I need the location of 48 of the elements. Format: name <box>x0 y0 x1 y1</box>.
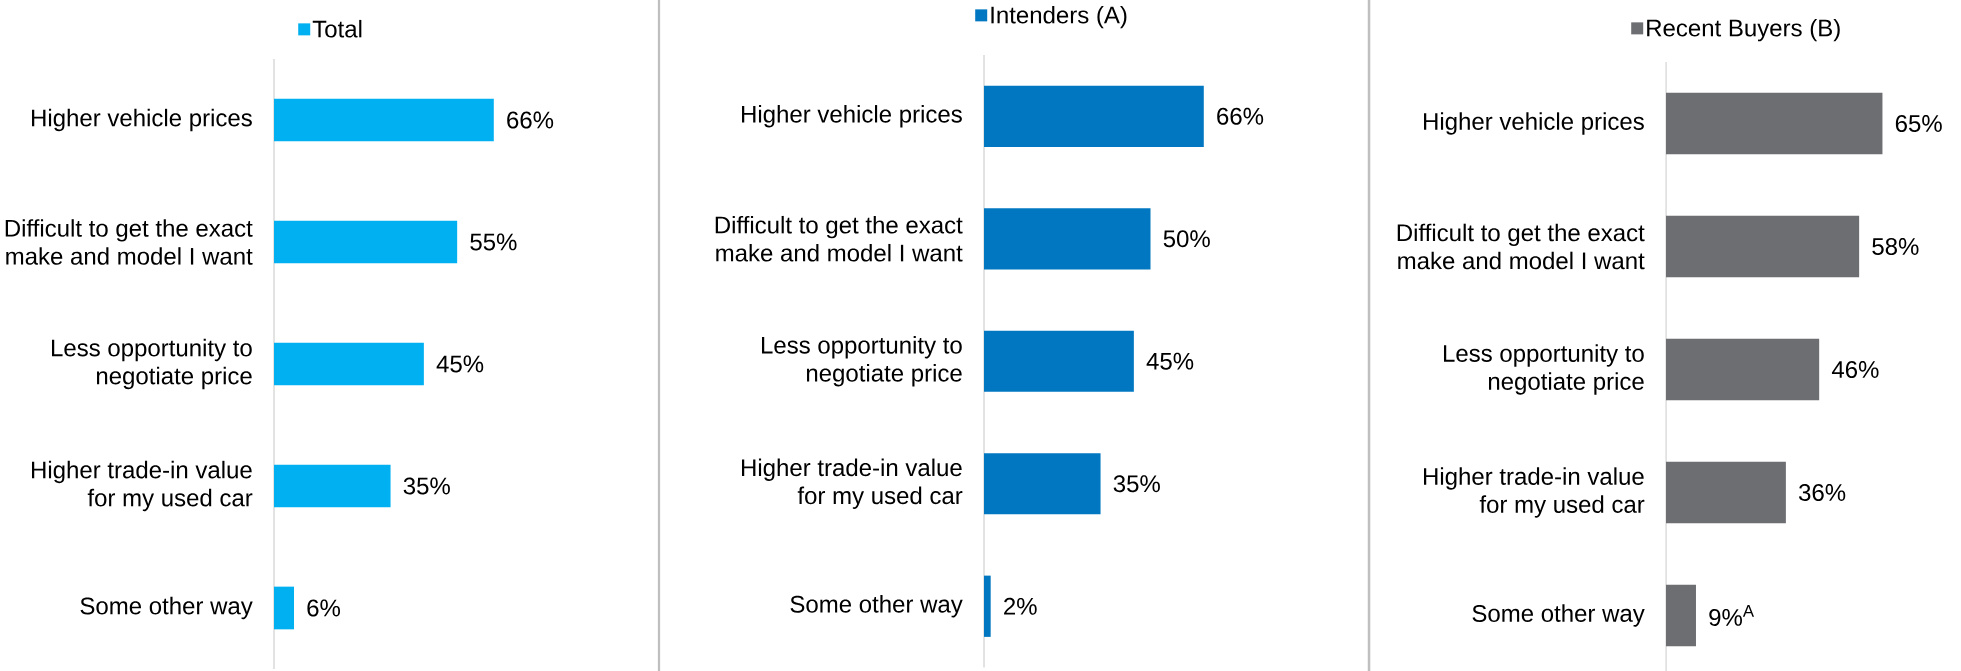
data-label: 65% <box>1895 115 1942 132</box>
bar <box>274 98 494 142</box>
bar <box>1666 461 1786 524</box>
y-tick-label: Some other way <box>1472 604 1645 627</box>
bar <box>274 220 458 264</box>
data-label: 58% <box>1872 238 1919 255</box>
bar <box>1666 338 1820 401</box>
y-tick-label: Difficult to get the exact make and model I want <box>5 219 253 265</box>
y-tick-label: Less opportunity to negotiate price <box>761 336 962 387</box>
y-tick-label: Some other way <box>790 595 963 618</box>
data-label: 50% <box>1163 230 1210 248</box>
legend-label: Intenders (A) <box>991 5 1127 29</box>
data-label: 46% <box>1831 361 1879 378</box>
bar <box>274 464 391 508</box>
data-label: 45% <box>436 355 484 373</box>
bar <box>1666 92 1883 155</box>
bar <box>984 575 991 637</box>
data-label: 2% <box>1004 597 1037 615</box>
y-tick-label: Less opportunity to negotiate price <box>52 338 252 390</box>
data-label: 66% <box>507 111 554 129</box>
y-tick-label: Higher trade-in value for my used car <box>1424 467 1645 518</box>
data-label: 6% <box>307 599 341 617</box>
y-tick-label: Higher trade-in value for my used car <box>742 458 963 509</box>
y-tick-label: Difficult to get the exact make and model I want <box>1397 223 1645 270</box>
y-tick-label: Higher vehicle prices <box>1424 112 1644 135</box>
y-tick-label: Higher vehicle prices <box>32 108 252 132</box>
legend-label: Total <box>312 19 362 38</box>
bar <box>984 208 1151 270</box>
y-tick-label: Difficult to get the exact make and model I want <box>715 215 963 262</box>
data-label: 35% <box>403 477 450 495</box>
bar <box>984 330 1134 392</box>
data-label: 45% <box>1146 352 1194 370</box>
legend-label: Recent Buyers (B) <box>1647 18 1840 42</box>
y-tick-label: Higher trade-in value for my used car <box>32 460 253 512</box>
bar <box>1666 215 1860 278</box>
y-tick-label: Some other way <box>80 596 253 620</box>
bar <box>274 586 294 630</box>
bar <box>1666 584 1696 647</box>
data-label: 66% <box>1217 107 1264 125</box>
y-tick-label: Less opportunity to negotiate price <box>1443 344 1644 395</box>
bar <box>274 342 424 386</box>
data-label: 35% <box>1113 475 1160 493</box>
bar <box>984 85 1204 147</box>
bar <box>984 453 1101 515</box>
y-tick-label: Higher vehicle prices <box>742 105 962 128</box>
data-label: 9%$^{A}$ <box>1709 605 1755 626</box>
data-label: 55% <box>470 233 517 251</box>
data-label: 36% <box>1798 484 1846 501</box>
